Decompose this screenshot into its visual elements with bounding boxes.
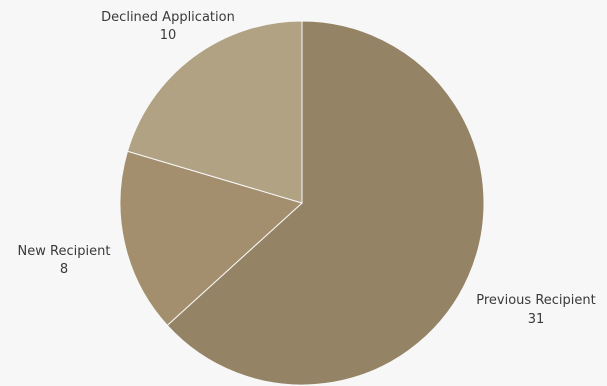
slice-value-declined-application: 10: [160, 28, 177, 43]
slice-label-declined-application: Declined Application: [101, 10, 235, 25]
slice-value-previous-recipient: 31: [528, 312, 545, 327]
pie-slice-previous-recipient: [166, 20, 485, 386]
pie-slice-declined-application: [126, 20, 303, 204]
slice-value-new-recipient: 8: [60, 262, 68, 277]
slice-label-new-recipient: New Recipient: [18, 244, 111, 259]
slice-label-previous-recipient: Previous Recipient: [476, 293, 595, 308]
pie-slice-new-recipient: [119, 150, 303, 327]
